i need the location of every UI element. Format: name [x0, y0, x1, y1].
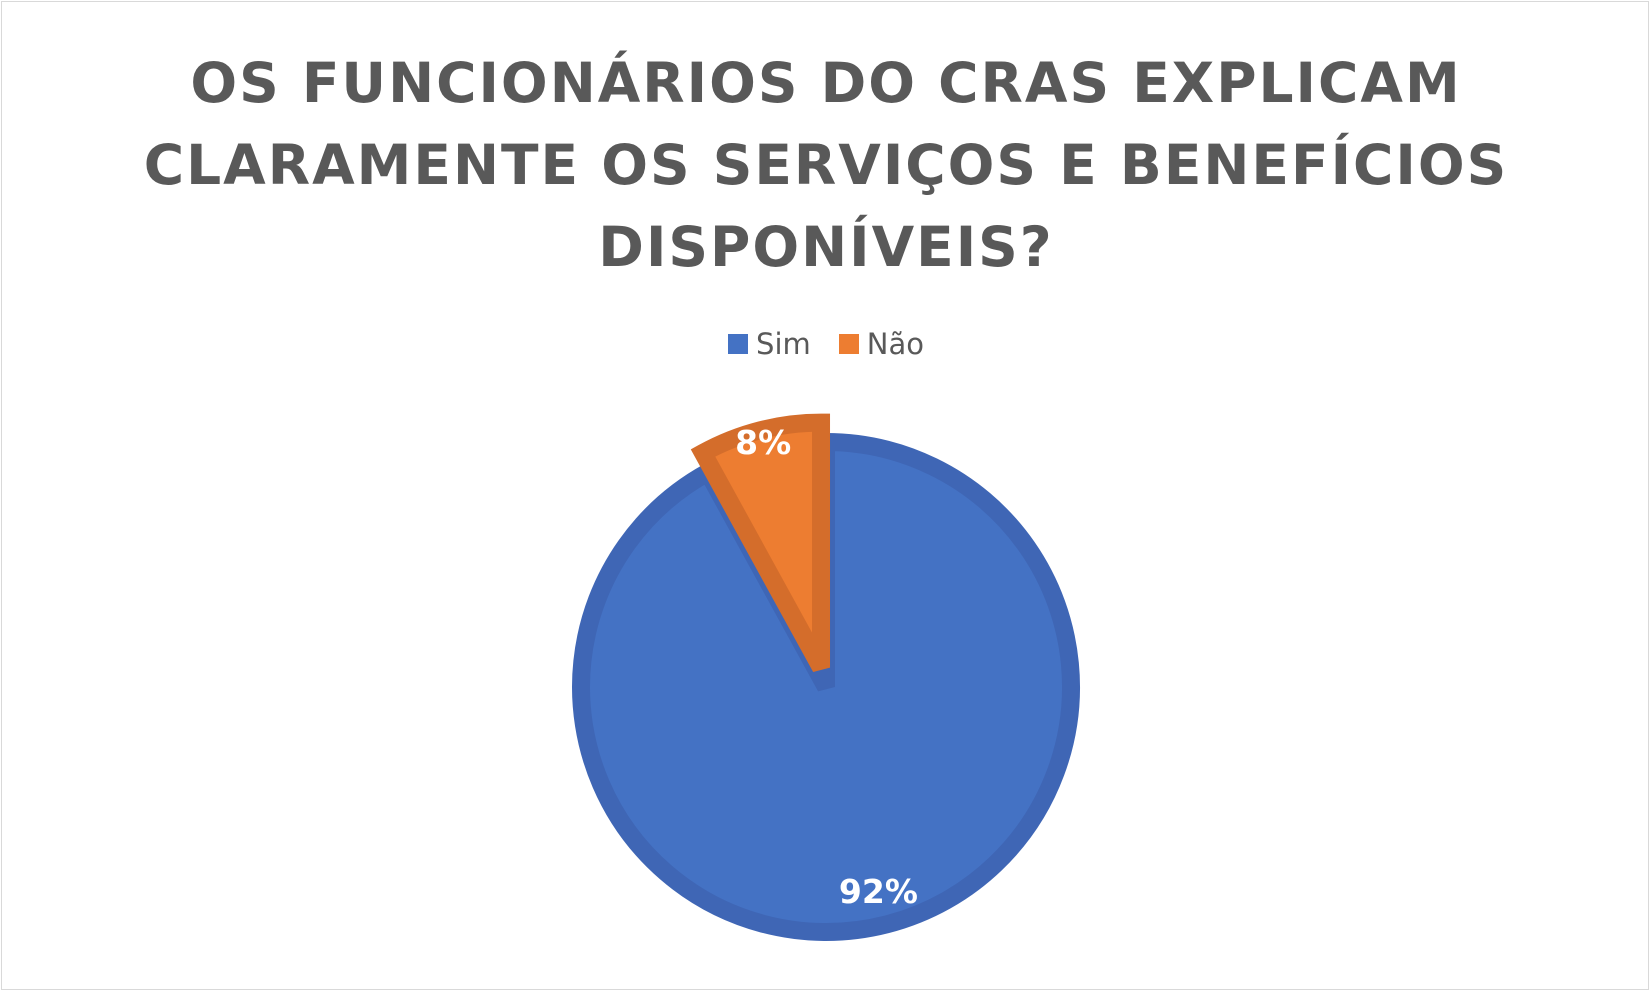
legend: Sim Não	[2, 327, 1650, 361]
chart-title-line-2: CLARAMENTE OS SERVIÇOS E BENEFÍCIOS	[143, 133, 1509, 197]
legend-swatch-sim	[728, 334, 749, 354]
legend-item-sim: Sim	[728, 327, 811, 361]
data-label-nao: 8%	[735, 423, 791, 462]
chart-title-line-1: OS FUNCIONÁRIOS DO CRAS EXPLICAM	[190, 51, 1462, 115]
legend-label-sim: Sim	[756, 327, 811, 361]
legend-swatch-nao	[838, 334, 859, 354]
legend-item-nao: Não	[838, 327, 924, 361]
legend-label-nao: Não	[866, 327, 924, 361]
data-label-sim: 92%	[839, 872, 918, 911]
pie-slice-sim	[572, 432, 1080, 941]
pie-slice-nao	[690, 413, 831, 672]
chart-title: OS FUNCIONÁRIOS DO CRAS EXPLICAM CLARAME…	[2, 42, 1650, 288]
chart-title-line-3: DISPONÍVEIS?	[598, 215, 1054, 279]
